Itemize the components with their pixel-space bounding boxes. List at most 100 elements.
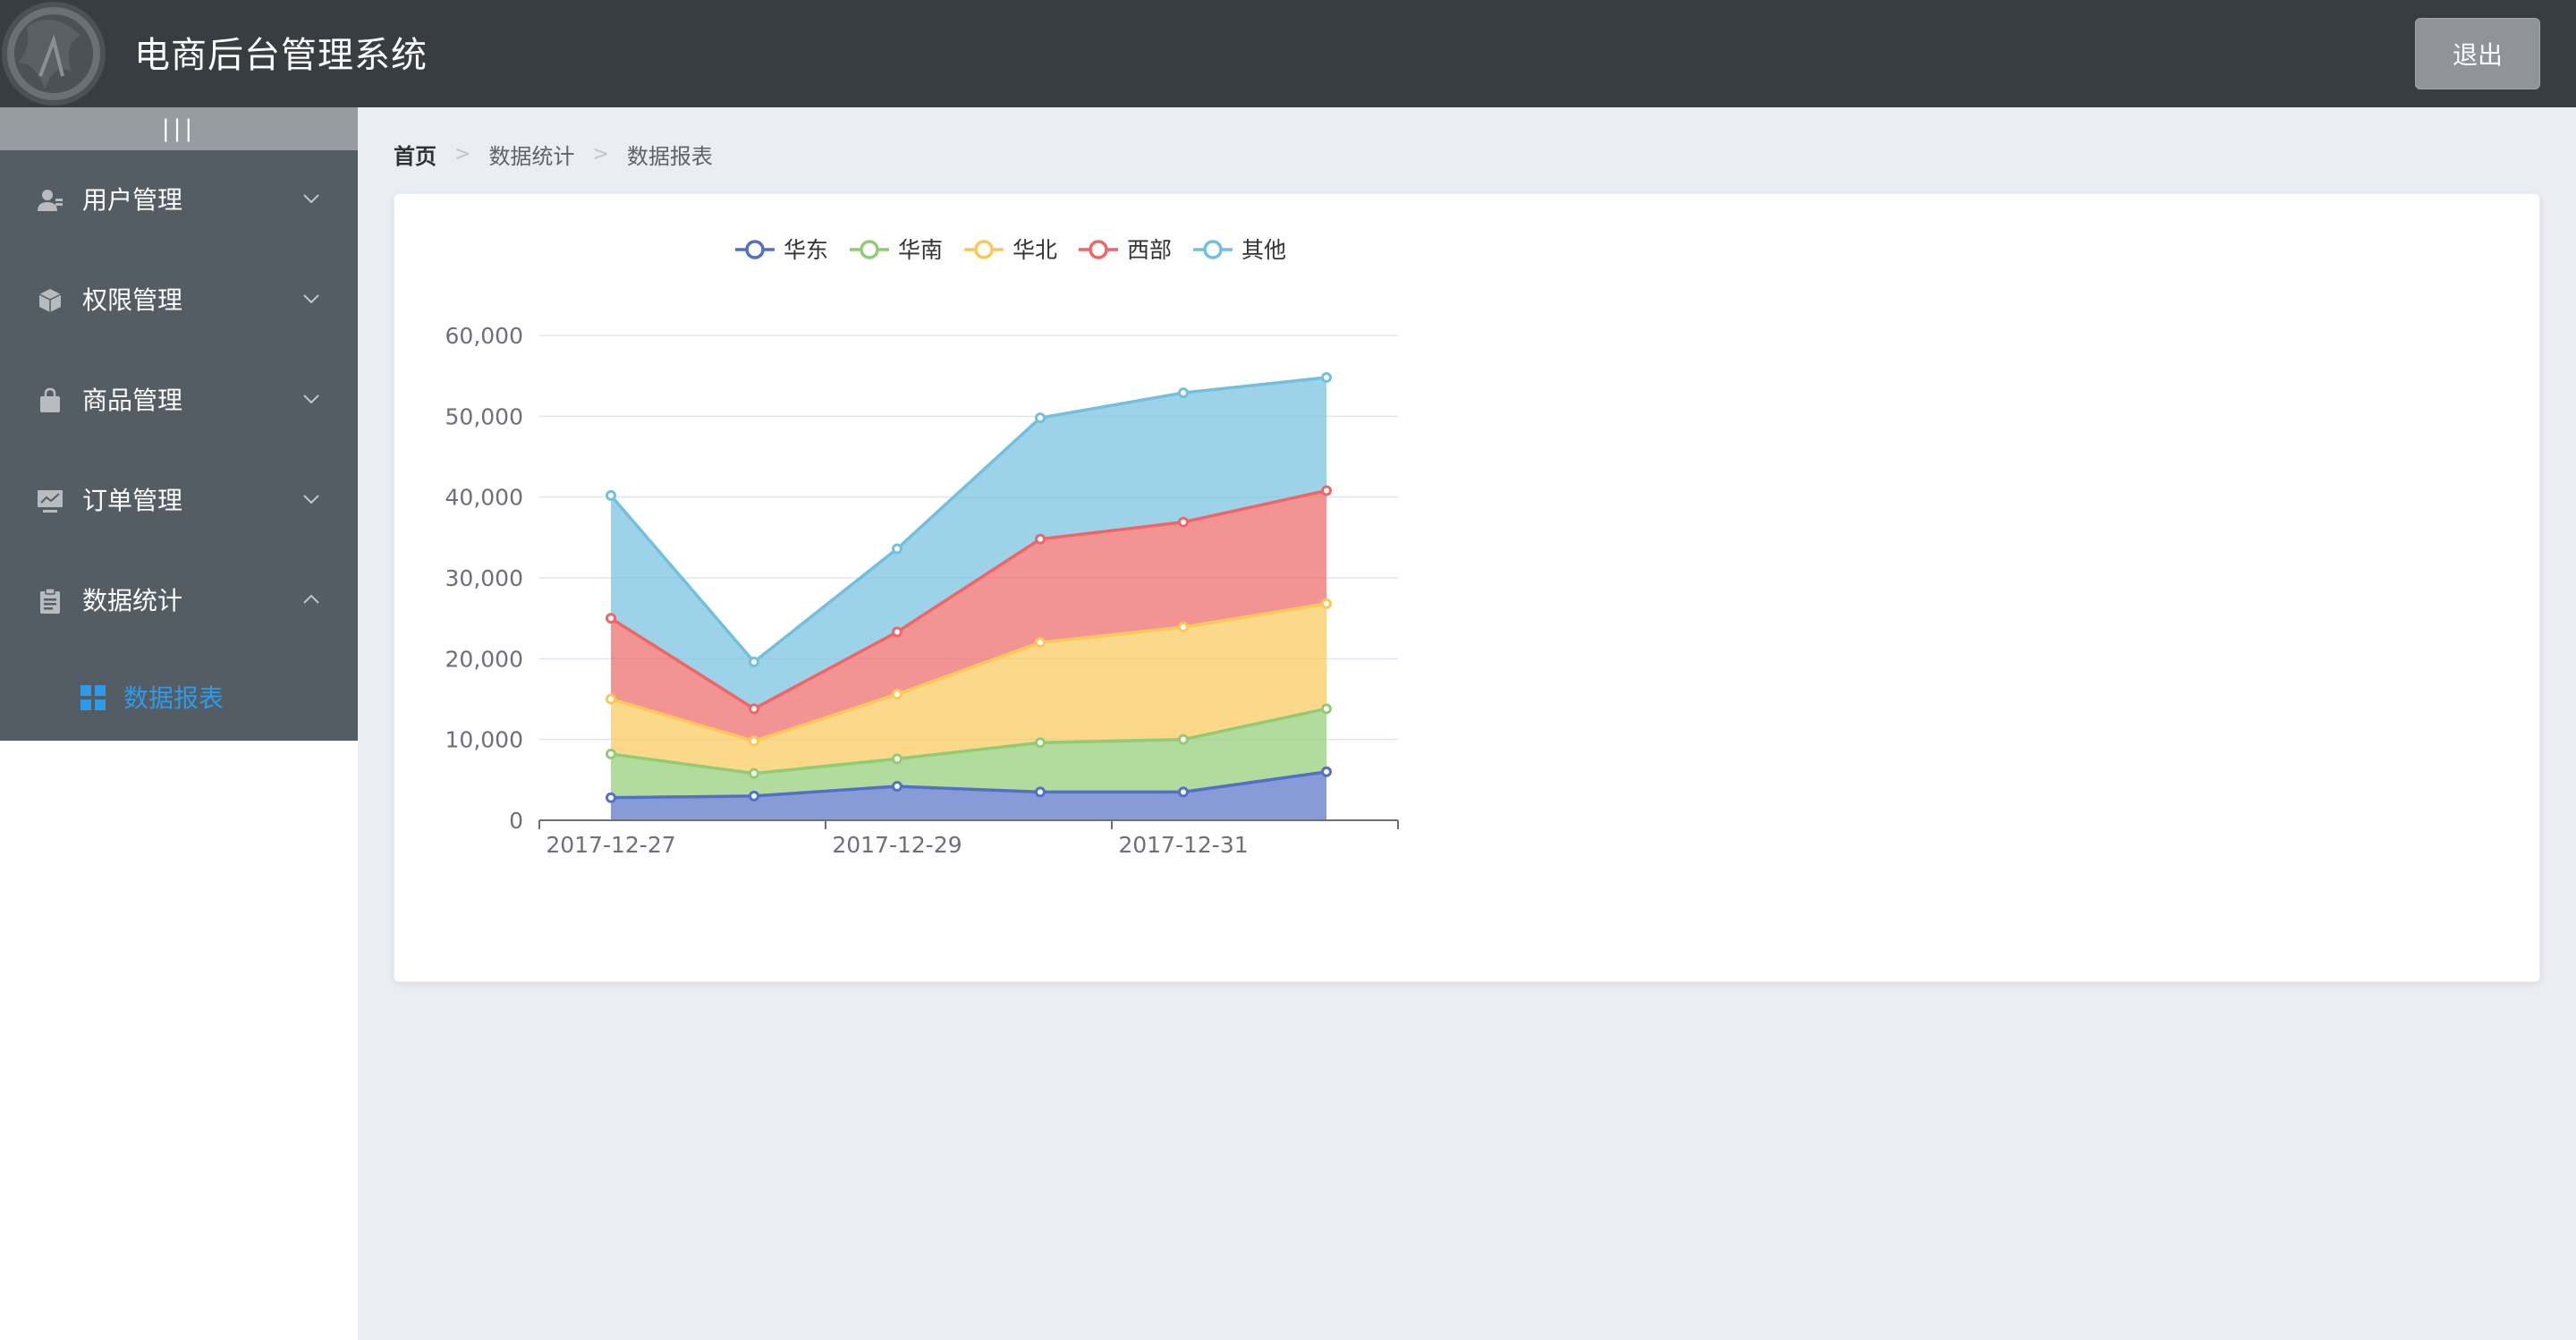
shopping-bag-icon	[40, 387, 60, 412]
legend-label: 华东	[784, 237, 828, 263]
sidebar-item-label: 订单管理	[82, 486, 183, 515]
y-tick-label: 40,000	[445, 485, 523, 511]
data-point	[892, 689, 902, 700]
sidebar-toggle-button[interactable]: |||	[0, 107, 358, 150]
legend-item[interactable]: 其他	[1193, 237, 1286, 263]
y-tick-label: 30,000	[445, 565, 523, 591]
data-point	[606, 748, 616, 759]
data-point	[606, 693, 616, 705]
app-title: 电商后台管理系统	[134, 35, 428, 76]
breadcrumb-separator-icon: >	[592, 142, 609, 165]
data-point	[1178, 622, 1189, 633]
legend-circle-icon	[860, 240, 879, 259]
data-point	[1321, 485, 1332, 496]
data-point	[892, 543, 902, 555]
data-point	[892, 753, 902, 765]
data-point	[1321, 371, 1332, 383]
data-point	[749, 656, 759, 667]
data-point	[606, 613, 616, 624]
chevron-down-icon	[303, 194, 319, 204]
sidebar-item-label: 用户管理	[82, 185, 183, 215]
series-area	[611, 708, 1326, 798]
report-card: 0 10,000 20,000 30,000 40,000 50,000 60,000 201…	[394, 193, 2540, 982]
data-point	[1178, 387, 1189, 399]
sidebar-item-users[interactable]: 用户管理	[0, 150, 358, 250]
data-point	[1035, 412, 1046, 424]
data-point	[1321, 703, 1332, 715]
data-point	[606, 792, 616, 803]
data-point	[1178, 734, 1189, 745]
legend-label: 华北	[1013, 237, 1057, 263]
data-point	[892, 626, 902, 638]
data-point	[1035, 786, 1046, 798]
sidebar-item-permissions[interactable]: 权限管理	[0, 250, 358, 351]
data-point	[1178, 516, 1189, 528]
logout-button[interactable]: 退出	[2415, 18, 2540, 89]
data-point	[749, 703, 759, 715]
sidebar-item-label: 数据统计	[82, 586, 183, 615]
legend-circle-icon	[1089, 240, 1108, 259]
user-icon	[38, 190, 63, 211]
data-point	[892, 781, 902, 793]
series-line	[610, 770, 1327, 800]
chevron-down-icon	[303, 294, 319, 304]
sidebar-subitem-report[interactable]: 数据报表	[0, 657, 358, 741]
sidebar-item-label: 商品管理	[82, 386, 183, 415]
data-point	[1321, 598, 1332, 609]
series-line	[609, 376, 1327, 665]
top-header: 电商后台管理系统 退出	[0, 0, 2576, 107]
sidebar: ||| 用户管理 权限管理	[0, 107, 358, 1340]
breadcrumb-report: 数据报表	[626, 143, 713, 169]
y-tick-label: 50,000	[445, 403, 523, 429]
data-point	[749, 790, 759, 801]
x-tick-label: 2017-12-27	[546, 832, 675, 858]
sidebar-subitem-label: 数据报表	[123, 683, 225, 713]
chevron-down-icon	[303, 394, 319, 404]
chevron-up-icon	[303, 594, 319, 604]
data-point	[1035, 637, 1046, 649]
legend-label: 华南	[898, 237, 943, 263]
legend-item[interactable]: 华东	[735, 237, 828, 263]
logo	[0, 0, 111, 107]
sidebar-item-goods[interactable]: 商品管理	[0, 351, 358, 451]
data-point	[1321, 766, 1332, 777]
data-point	[1035, 737, 1046, 749]
x-tick-label: 2017-12-29	[832, 832, 962, 858]
legend-label: 西部	[1127, 237, 1172, 263]
chevron-down-icon	[303, 495, 319, 505]
breadcrumb-home[interactable]: 首页	[394, 143, 436, 169]
legend-circle-icon	[1203, 240, 1223, 259]
legend-item[interactable]: 西部	[1079, 237, 1172, 263]
legend-circle-icon	[745, 240, 765, 259]
grid-icon	[80, 685, 106, 710]
y-tick-label: 10,000	[445, 727, 523, 753]
series-line	[610, 602, 1327, 743]
series-area	[611, 490, 1326, 742]
box-icon	[38, 289, 62, 312]
y-tick-label: 0	[509, 808, 523, 834]
series-area	[611, 771, 1326, 820]
data-point	[749, 735, 759, 747]
legend-circle-icon	[974, 240, 994, 259]
series-line	[610, 707, 1327, 776]
legend-item[interactable]: 华北	[964, 237, 1057, 263]
y-tick-label: 60,000	[445, 323, 523, 349]
breadcrumb: 首页 > 数据统计 > 数据报表	[394, 136, 713, 172]
series-area	[611, 377, 1326, 709]
sidebar-item-label: 权限管理	[82, 285, 183, 315]
data-point	[606, 489, 616, 501]
sidebar-item-statistics[interactable]: 数据统计	[0, 551, 358, 651]
legend-label: 其他	[1241, 237, 1286, 263]
clipboard-icon	[40, 588, 60, 614]
data-point	[1035, 533, 1046, 545]
sidebar-item-orders[interactable]: 订单管理	[0, 451, 358, 551]
legend-item[interactable]: 华南	[850, 237, 943, 263]
data-point	[1178, 786, 1189, 798]
y-tick-label: 20,000	[445, 646, 523, 672]
x-tick-label: 2017-12-31	[1118, 832, 1248, 858]
breadcrumb-statistics: 数据统计	[488, 143, 575, 169]
stacked-area-chart: 0 10,000 20,000 30,000 40,000 50,000 60,000 201…	[445, 237, 1399, 858]
breadcrumb-separator-icon: >	[454, 142, 471, 165]
sidebar-menu: ||| 用户管理 权限管理	[0, 107, 358, 741]
data-point	[749, 768, 759, 779]
